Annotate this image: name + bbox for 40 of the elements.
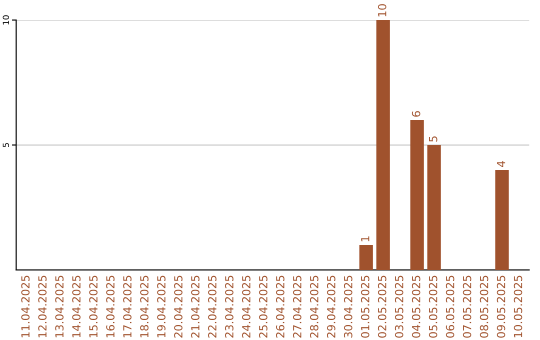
x-tick-label: 26.04.2025 xyxy=(276,276,284,338)
x-tick-label: 28.04.2025 xyxy=(310,276,318,338)
x-tick-label: 05.05.2025 xyxy=(428,276,438,338)
x-tick-label: 13.04.2025 xyxy=(55,276,64,338)
bar xyxy=(427,145,441,270)
x-tick-label: 20.04.2025 xyxy=(174,276,182,338)
x-tick-label: 07.05.2025 xyxy=(462,276,472,338)
x-tick-label: 11.04.2025 xyxy=(21,276,30,338)
bar xyxy=(410,120,424,270)
x-tick-label: 21.04.2025 xyxy=(191,276,200,338)
x-tick-label: 08.05.2025 xyxy=(480,276,488,338)
x-tick-label: 10.05.2025 xyxy=(514,276,522,338)
data-label: 6 xyxy=(412,111,420,117)
x-tick-label: 30.04.2025 xyxy=(344,276,352,338)
x-tick-label: 09.05.2025 xyxy=(496,276,506,338)
x-tick-label: 22.04.2025 xyxy=(208,276,216,338)
bar xyxy=(359,244,373,270)
x-tick-label: 19.04.2025 xyxy=(157,276,166,338)
x-tick-label: 02.05.2025 xyxy=(378,276,386,338)
bar xyxy=(495,170,509,270)
x-tick-label: 16.04.2025 xyxy=(106,276,115,338)
x-tick-label: 17.04.2025 xyxy=(123,276,132,338)
x-tick-label: 27.04.2025 xyxy=(293,276,302,338)
x-tick-label: 29.04.2025 xyxy=(326,276,336,338)
x-tick-label: 14.04.2025 xyxy=(72,276,81,338)
bar xyxy=(376,20,390,270)
data-label: 5 xyxy=(429,136,438,142)
x-tick-label: 15.04.2025 xyxy=(89,276,98,338)
data-label: 10 xyxy=(378,4,386,16)
data-label: 1 xyxy=(361,236,370,242)
x-tick-label: 25.04.2025 xyxy=(259,276,268,338)
x-tick-label: 01.05.2025 xyxy=(360,276,370,338)
x-tick-label: 04.05.2025 xyxy=(412,276,420,338)
data-label: 4 xyxy=(496,161,506,167)
x-tick-label: 18.04.2025 xyxy=(140,276,149,338)
x-tick-label: 03.05.2025 xyxy=(394,276,404,338)
x-tick-label: 06.05.2025 xyxy=(446,276,454,338)
x-tick-label: 24.04.2025 xyxy=(242,276,250,338)
x-tick-label: 23.04.2025 xyxy=(225,276,234,338)
x-tick-label: 12.04.2025 xyxy=(38,276,47,338)
